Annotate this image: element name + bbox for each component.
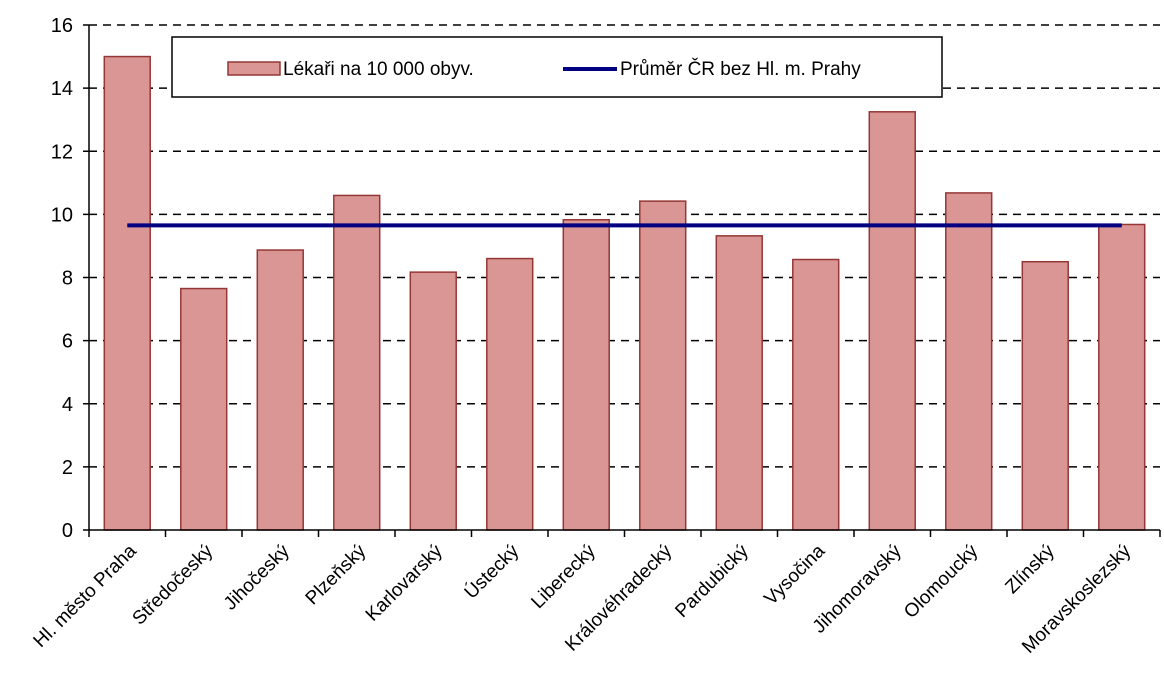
legend-line-label: Průměr ČR bez Hl. m. Prahy: [620, 58, 861, 80]
legend: Lékaři na 10 000 obyv. Průměr ČR bez Hl.…: [171, 36, 943, 98]
x-tick-label: Ústecký: [460, 540, 524, 604]
legend-bar-label: Lékaři na 10 000 obyv.: [283, 59, 474, 80]
y-tick-label: 16: [51, 15, 73, 37]
x-tick-label: Liberecký: [527, 540, 600, 613]
bar: [868, 111, 916, 531]
y-tick-label: 8: [62, 268, 73, 290]
y-tick-label: 2: [62, 457, 73, 479]
bar: [562, 218, 610, 531]
y-tick-label: 14: [51, 78, 73, 100]
y-tick-labels: 0 2 4 6 8 10 12 14 16: [51, 15, 73, 542]
x-tick-label: Středočeský: [129, 540, 218, 629]
bar: [639, 200, 687, 531]
bar: [103, 55, 151, 531]
x-tick-label: Karlovarský: [362, 540, 447, 625]
bar: [792, 258, 840, 531]
bar: [486, 257, 534, 531]
legend-bar-swatch: [227, 61, 281, 76]
bar-series: [103, 55, 1146, 531]
y-tick-label: 6: [62, 331, 73, 353]
bar: [409, 271, 457, 531]
bar: [1021, 260, 1069, 531]
y-tick-label: 4: [62, 394, 73, 416]
x-tick-label: Jihočeský: [220, 540, 294, 614]
x-tick-label: Vysočina: [760, 540, 829, 609]
x-tick-label: Pardubický: [671, 540, 753, 622]
y-tick-label: 10: [51, 204, 73, 226]
bar: [333, 194, 381, 531]
bar: [180, 287, 228, 531]
legend-box: [171, 36, 943, 98]
x-tick-label: Hl. město Praha: [30, 540, 141, 651]
bar: [945, 192, 993, 531]
bar: [1098, 223, 1146, 531]
bar: [256, 249, 304, 531]
y-tick-label: 12: [51, 141, 73, 163]
x-tick-label: Olomoucký: [900, 540, 982, 622]
axes: [83, 24, 1161, 537]
x-tick-label: Plzeňský: [302, 540, 371, 609]
bar: [715, 235, 763, 531]
y-tick-label: 0: [62, 520, 73, 542]
x-tick-label: Zlínský: [1001, 540, 1059, 598]
